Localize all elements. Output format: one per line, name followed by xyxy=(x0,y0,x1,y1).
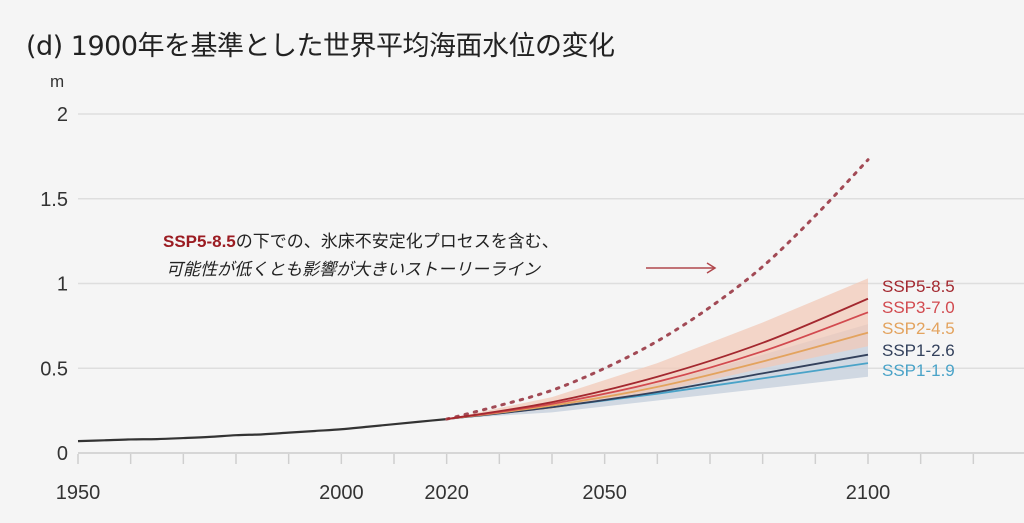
series-lines xyxy=(77,158,870,443)
x-tick-label: 2020 xyxy=(424,482,469,504)
y-tick-label: 0.5 xyxy=(40,358,68,380)
x-tick-label: 2100 xyxy=(846,482,891,504)
x-tick-label: 1950 xyxy=(56,482,101,504)
x-tick-label: 2000 xyxy=(319,482,364,504)
axes: 0 0.5 1 1.5 2 1950 2000 2020 2050 2100 xyxy=(40,104,975,504)
series-line-ssp2-4-5 xyxy=(446,331,869,420)
chart-title: (d) 1900年を基準とした世界平均海面水位の変化 xyxy=(26,31,615,62)
annotation: SSP5-8.5の下での、氷床不安定化プロセスを含む、 可能性が低くとも影響が大… xyxy=(163,232,717,280)
legend-item: SSP1-1.9 xyxy=(882,361,955,380)
annotation-line-2: 可能性が低くとも影響が大きいストーリーライン xyxy=(166,260,541,280)
annotation-line-1: SSP5-8.5の下での、氷床不安定化プロセスを含む、 xyxy=(163,232,559,252)
y-tick-label: 1 xyxy=(57,274,68,296)
uncertainty-bands xyxy=(446,278,868,420)
legend-item: SSP2-4.5 xyxy=(882,319,955,338)
band-ssp5-8-5 xyxy=(446,278,868,420)
series-line-ssp1-2-6 xyxy=(446,353,869,420)
annotation-arrow-icon xyxy=(706,262,717,274)
annotation-highlight: SSP5-8.5 xyxy=(163,232,236,251)
legend-item: SSP3-7.0 xyxy=(882,298,955,317)
annotation-line-1-text: の下での、氷床不安定化プロセスを含む、 xyxy=(236,232,559,252)
y-tick-label: 1.5 xyxy=(40,189,68,211)
band-ssp1-2-6 xyxy=(446,324,868,420)
legend-item: SSP1-2.6 xyxy=(882,341,955,360)
y-axis-unit: m xyxy=(50,72,64,91)
storyline-dotted-line xyxy=(445,158,870,421)
historical-line xyxy=(77,418,447,443)
y-tick-label: 0 xyxy=(57,443,68,465)
legend-item: SSP5-8.5 xyxy=(882,277,955,296)
y-tick-label: 2 xyxy=(57,104,68,126)
x-tick-label: 2050 xyxy=(582,482,627,504)
gridlines xyxy=(78,113,1024,454)
series-line-ssp3-7-0 xyxy=(446,311,869,420)
series-line-ssp5-8-5 xyxy=(446,297,869,420)
